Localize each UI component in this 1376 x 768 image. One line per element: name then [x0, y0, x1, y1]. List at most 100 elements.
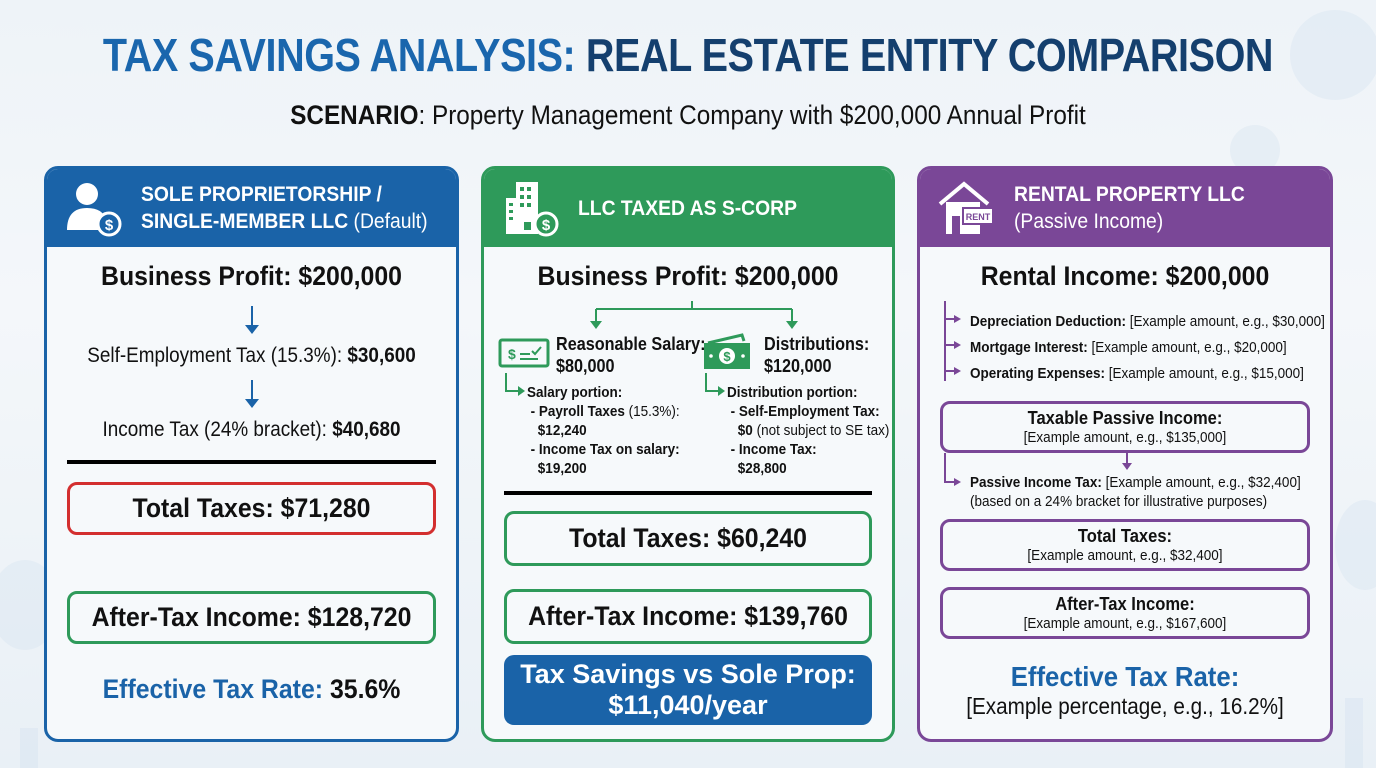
taxable-income-box: Taxable Passive Income: [Example amount,…: [940, 401, 1310, 453]
se-tax-line: Self-Employment Tax (15.3%): $30,600: [67, 344, 435, 368]
divider: [67, 460, 436, 464]
business-profit: Business Profit: $200,000: [101, 261, 402, 291]
total-taxes-box: Total Taxes: $71,280: [67, 482, 436, 535]
tax-savings-banner: Tax Savings vs Sole Prop: $11,040/year: [504, 655, 872, 725]
business-profit: Business Profit: $200,000: [537, 261, 839, 291]
income-tax-line: Income Tax (24% bracket): $40,680: [67, 418, 435, 442]
dollar-coin-decoration: [1335, 500, 1376, 590]
rental-header: RENT RENTAL PROPERTY LLC (Passive Income…: [920, 169, 1330, 247]
dist-se-note: (not subject to SE tax): [752, 422, 890, 439]
dist-se-label: - Self-Employment Tax:: [730, 403, 880, 420]
total-taxes: Total Taxes: $71,280: [132, 493, 371, 523]
payroll-rate: (15.3%):: [624, 403, 680, 420]
distributions-label: Distributions:: [764, 334, 870, 354]
after-tax-income: After-Tax Income: $128,720: [91, 602, 412, 632]
rental-title-line2: (Passive Income): [1014, 210, 1164, 233]
payroll-label: - Payroll Taxes: [530, 403, 625, 420]
down-arrow-icon: [244, 380, 259, 408]
deductions-list: Depreciation Deduction: [Example amount,…: [970, 309, 1325, 387]
total-taxes: Total Taxes: $60,240: [569, 523, 807, 553]
after-tax-income: After-Tax Income: $139,760: [528, 601, 848, 631]
rental-title: RENTAL PROPERTY LLC (Passive Income): [1014, 181, 1245, 235]
chart-bar-decoration: [20, 728, 38, 768]
sole-prop-title-suffix: (Default): [348, 210, 428, 233]
deduction-item: Depreciation Deduction: [Example amount,…: [970, 313, 1325, 330]
total-taxes-box: Total Taxes: [Example amount, e.g., $32,…: [940, 519, 1310, 571]
after-tax-label: After-Tax Income:: [1055, 594, 1195, 614]
salary-portion: Salary portion: - Payroll Taxes (15.3%):…: [527, 383, 680, 478]
scenario-subtitle: SCENARIO: Property Management Company wi…: [69, 100, 1307, 131]
salary-value: $80,000: [556, 356, 615, 376]
se-tax-label: Self-Employment Tax (15.3%):: [87, 344, 348, 367]
branch-arrow-icon: [705, 373, 725, 396]
svg-text:$: $: [508, 346, 516, 362]
savings-label: Tax Savings vs Sole Prop:: [520, 659, 856, 689]
split-arrow-icon: [590, 301, 798, 329]
s-corp-title: LLC TAXED AS S-CORP: [578, 196, 797, 220]
salary-label: Reasonable Salary:: [556, 334, 706, 354]
rental-title-line1: RENTAL PROPERTY LLC: [1014, 183, 1245, 206]
dist-income-tax-label: - Income Tax:: [730, 441, 817, 458]
passive-tax-label: Passive Income Tax:: [970, 474, 1102, 491]
savings-value: $11,040/year: [608, 690, 768, 720]
taxable-value: [Example amount, e.g., $135,000]: [1023, 429, 1227, 446]
income-tax-label: Income Tax (24% bracket):: [102, 418, 333, 441]
effective-rate-value: [Example percentage, e.g., 16.2%]: [966, 693, 1284, 719]
svg-text:$: $: [542, 217, 551, 234]
scenario-label: SCENARIO: [290, 100, 419, 130]
dollar-coin-decoration: [1290, 10, 1376, 100]
reasonable-salary: Reasonable Salary: $80,000: [556, 333, 705, 377]
distributions: Distributions: $120,000: [764, 333, 869, 377]
distribution-portion-heading: Distribution portion:: [727, 384, 858, 401]
down-arrow-icon: [244, 306, 259, 334]
income-tax-value: $40,680: [332, 418, 401, 441]
title-part-1: TAX SAVINGS ANALYSIS:: [102, 29, 586, 81]
branch-arrow-icon: [505, 373, 525, 396]
salary-income-tax-label: - Income Tax on salary:: [530, 441, 680, 458]
after-tax-income-box: After-Tax Income: $128,720: [67, 591, 436, 644]
title-part-2: REAL ESTATE ENTITY COMPARISON: [585, 29, 1274, 81]
distribution-portion: Distribution portion: - Self-Employment …: [727, 383, 889, 478]
salary-portion-heading: Salary portion:: [527, 384, 623, 401]
taxable-label: Taxable Passive Income:: [1027, 408, 1223, 428]
cash-bill-icon: $: [704, 333, 750, 369]
sole-prop-card: $ SOLE PROPRIETORSHIP / SINGLE-MEMBER LL…: [44, 166, 459, 742]
sole-prop-title-line1: SOLE PROPRIETORSHIP /: [141, 183, 382, 206]
house-rent-icon: RENT: [938, 181, 994, 234]
deduction-item: Mortgage Interest: [Example amount, e.g.…: [970, 339, 1287, 356]
rental-income: Rental Income: $200,000: [980, 261, 1270, 291]
s-corp-card: $ LLC TAXED AS S-CORP Business Profit: $…: [481, 166, 895, 742]
dist-income-tax-value: $28,800: [737, 460, 787, 477]
total-taxes-label: Total Taxes:: [1077, 526, 1173, 546]
svg-text:RENT: RENT: [966, 212, 991, 222]
building-dollar-icon: $: [506, 182, 559, 237]
branch-line: [944, 301, 946, 381]
after-tax-value: [Example amount, e.g., $167,600]: [1023, 615, 1227, 632]
divider: [504, 491, 872, 495]
sole-prop-title-line2: SINGLE-MEMBER LLC: [141, 210, 349, 233]
effective-rate-label: Effective Tax Rate:: [102, 674, 330, 704]
after-tax-income-box: After-Tax Income: $139,760: [504, 589, 872, 644]
total-taxes-box: Total Taxes: $60,240: [504, 511, 872, 566]
se-tax-value: $30,600: [347, 344, 416, 367]
scenario-text: : Property Management Company with $200,…: [418, 100, 1086, 130]
salary-income-tax-value: $19,200: [537, 460, 587, 477]
branch-arrow-icon: [944, 478, 961, 486]
payroll-value: $12,240: [537, 422, 587, 439]
effective-rate-label: Effective Tax Rate:: [1010, 661, 1240, 692]
effective-rate-value: 35.6%: [329, 674, 401, 704]
person-dollar-icon: $: [67, 183, 122, 237]
total-taxes-value: [Example amount, e.g., $32,400]: [1027, 547, 1223, 564]
passive-income-tax: Passive Income Tax: [Example amount, e.g…: [970, 473, 1301, 511]
svg-text:$: $: [105, 217, 114, 234]
rental-card: RENT RENTAL PROPERTY LLC (Passive Income…: [917, 166, 1333, 742]
svg-text:$: $: [723, 349, 731, 364]
sole-prop-header: $ SOLE PROPRIETORSHIP / SINGLE-MEMBER LL…: [47, 169, 456, 247]
deduction-item: Operating Expenses: [Example amount, e.g…: [970, 365, 1304, 382]
page-title: TAX SAVINGS ANALYSIS: REAL ESTATE ENTITY…: [96, 28, 1279, 82]
after-tax-income-box: After-Tax Income: [Example amount, e.g.,…: [940, 587, 1310, 639]
chart-bar-decoration: [1345, 698, 1363, 768]
passive-tax-note: (based on a 24% bracket for illustrative…: [970, 493, 1268, 510]
branch-arrows-icon: [944, 315, 961, 375]
s-corp-header: $ LLC TAXED AS S-CORP: [484, 169, 892, 247]
